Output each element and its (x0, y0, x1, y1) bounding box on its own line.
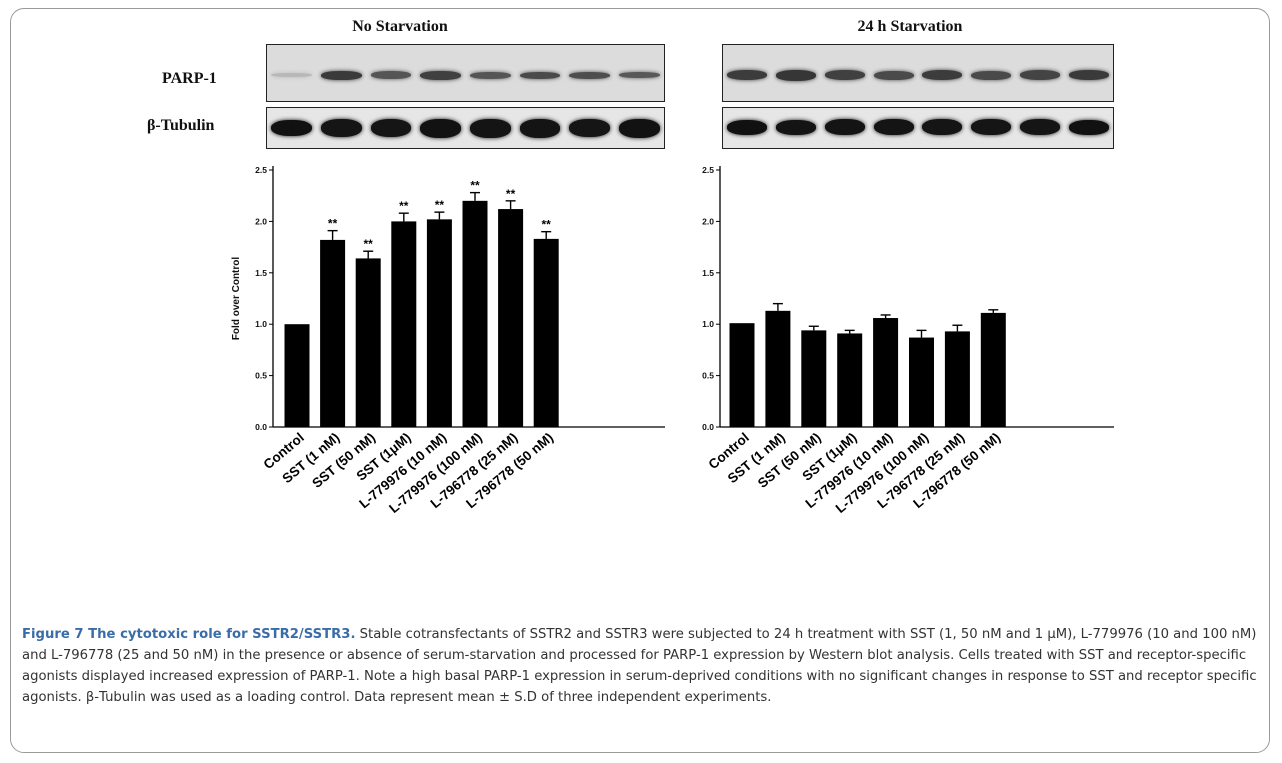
y-tick-label-right: 1.5 (702, 268, 714, 278)
blot-band (1019, 119, 1060, 135)
y-tick-label-left: 2.5 (255, 165, 267, 175)
bar-right (873, 318, 899, 427)
y-tick-label-left: 0.0 (255, 422, 267, 432)
blot-band (469, 71, 511, 79)
blot-band (1019, 70, 1060, 80)
blot-band (370, 71, 412, 79)
blot-band (776, 69, 817, 81)
bar-left (426, 219, 452, 427)
bar-right (801, 330, 827, 427)
blot-band (519, 71, 561, 79)
y-axis-label-left: Fold over Control (231, 257, 242, 341)
caption-body: Stable cotransfectants of SSTR2 and SSTR… (22, 627, 1257, 705)
western-blot-parp1-24h-starvation (722, 44, 1114, 102)
bar-right (980, 312, 1006, 427)
y-tick-label-right: 2.0 (702, 216, 714, 226)
significance-marker-left: ** (328, 217, 338, 231)
y-tick-label-left: 1.5 (255, 268, 267, 278)
bar-right (729, 323, 755, 427)
blot-band (727, 119, 768, 135)
blot-band (569, 119, 610, 137)
y-tick-label-right: 1.0 (702, 319, 714, 329)
significance-marker-left: ** (542, 218, 552, 232)
bar-left (498, 209, 524, 427)
blot-label-beta-tubulin: β-Tubulin (147, 117, 215, 134)
significance-marker-left: ** (470, 179, 480, 193)
significance-marker-left: ** (506, 187, 516, 201)
western-blot-tubulin-24h-starvation (722, 107, 1114, 149)
significance-marker-left: ** (435, 198, 445, 212)
significance-marker-left: ** (399, 199, 409, 213)
bar-left (284, 324, 310, 427)
blot-band (971, 119, 1012, 135)
blot-band (618, 118, 660, 138)
blot-band (824, 70, 865, 80)
bar-left (533, 238, 559, 427)
y-tick-label-left: 2.0 (255, 216, 267, 226)
blot-band (776, 119, 817, 135)
blot-band (469, 118, 511, 138)
blot-band (1068, 70, 1109, 80)
blot-band (873, 119, 914, 135)
blot-band (873, 70, 914, 80)
western-blot-parp1-no-starvation (266, 44, 665, 102)
blot-band (922, 70, 963, 80)
y-tick-label-right: 0.0 (702, 422, 714, 432)
blot-band (420, 118, 462, 138)
bar-left (391, 221, 417, 427)
blot-label-parp1: PARP-1 (162, 70, 217, 87)
blot-band (420, 70, 462, 80)
blot-band (370, 119, 412, 137)
y-tick-label-right: 0.5 (702, 371, 714, 381)
panel-title-24h-starvation: 24 h Starvation (857, 18, 963, 35)
blot-band (519, 118, 561, 138)
bar-right (837, 333, 863, 427)
panel-title-no-starvation: No Starvation (352, 18, 448, 35)
western-blot-tubulin-no-starvation (266, 107, 665, 149)
bar-right (909, 337, 934, 427)
bar-right (944, 331, 970, 427)
blot-band (271, 120, 313, 136)
blot-band (321, 70, 362, 80)
caption-figure-label: Figure 7 The cytotoxic role for SSTR2/SS… (22, 627, 356, 642)
blot-band (727, 70, 768, 80)
blot-band (922, 119, 963, 135)
blot-band (618, 72, 660, 78)
blot-band (271, 73, 313, 77)
blot-band (1068, 119, 1109, 135)
bar-left (320, 239, 346, 427)
blot-band (569, 71, 610, 79)
bar-left (462, 200, 488, 427)
y-tick-label-right: 2.5 (702, 165, 714, 175)
blot-band (824, 119, 865, 135)
y-tick-label-left: 0.5 (255, 371, 267, 381)
blot-band (971, 70, 1012, 80)
significance-marker-left: ** (364, 237, 374, 251)
y-tick-label-left: 1.0 (255, 319, 267, 329)
blot-band (321, 119, 362, 137)
bar-right (765, 310, 791, 427)
figure-caption: Figure 7 The cytotoxic role for SSTR2/SS… (22, 624, 1267, 708)
bar-left (355, 258, 381, 427)
